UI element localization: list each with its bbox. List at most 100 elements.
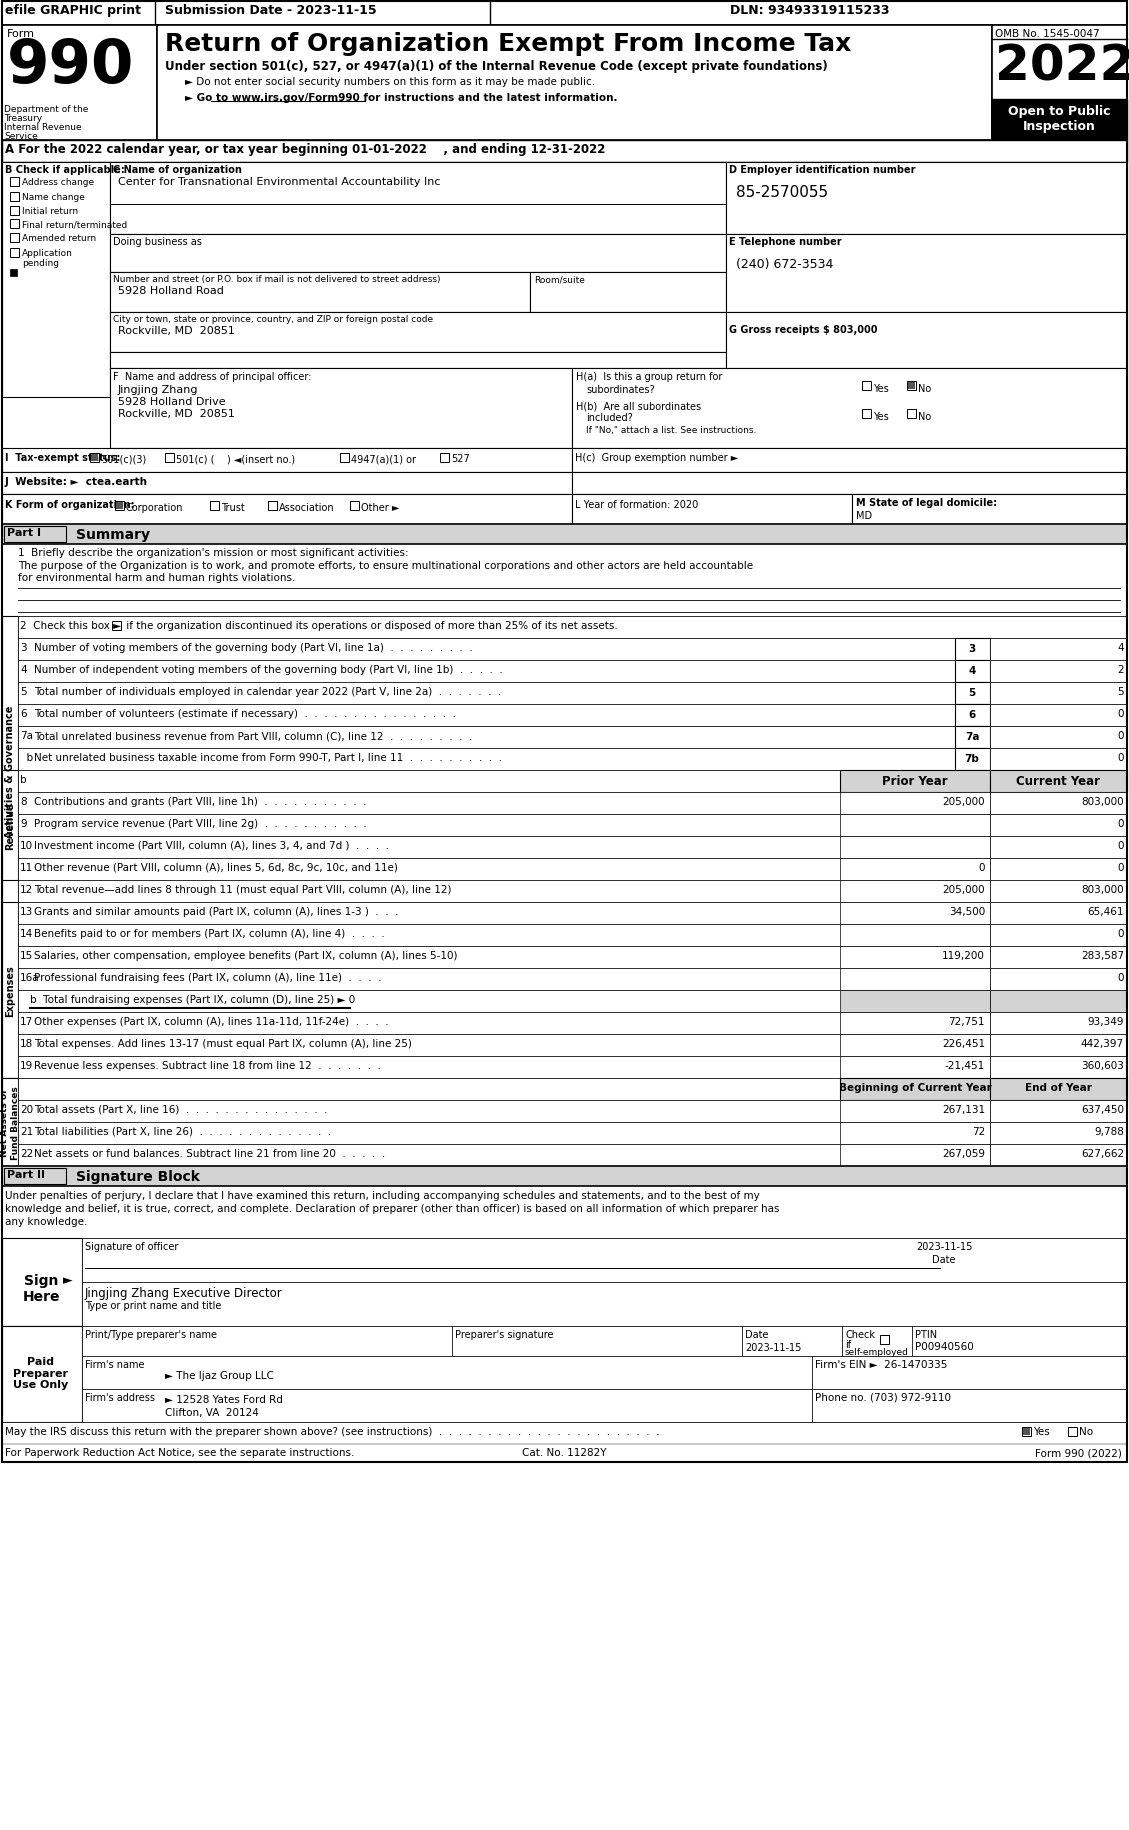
Bar: [955, 639, 990, 661]
Bar: [840, 968, 990, 990]
Bar: [18, 705, 955, 727]
Text: -21,451: -21,451: [945, 1060, 984, 1071]
Text: Association: Association: [279, 503, 334, 512]
Bar: [82, 1327, 452, 1356]
Text: Clifton, VA  20124: Clifton, VA 20124: [165, 1407, 259, 1416]
Text: PTIN: PTIN: [914, 1329, 937, 1340]
Text: Firm's name: Firm's name: [85, 1360, 145, 1369]
Text: Total unrelated business revenue from Part VIII, column (C), line 12  .  .  .  .: Total unrelated business revenue from Pa…: [34, 730, 472, 741]
Text: included?: included?: [586, 414, 632, 423]
Text: Grants and similar amounts paid (Part IX, column (A), lines 1-3 )  .  .  .: Grants and similar amounts paid (Part IX…: [34, 906, 399, 917]
Text: 15: 15: [20, 950, 33, 961]
Bar: [812, 1389, 1127, 1422]
Bar: [572, 494, 852, 525]
Text: Cat. No. 11282Y: Cat. No. 11282Y: [522, 1448, 606, 1457]
Bar: [840, 1144, 990, 1166]
Text: Yes: Yes: [873, 384, 889, 393]
Text: 72,751: 72,751: [948, 1016, 984, 1027]
Bar: [110, 370, 572, 448]
Text: 0: 0: [1118, 972, 1124, 983]
Bar: [2, 1239, 82, 1327]
Text: Firm's address: Firm's address: [85, 1393, 155, 1402]
Text: Total number of individuals employed in calendar year 2022 (Part V, line 2a)  . : Total number of individuals employed in …: [34, 686, 501, 697]
Text: Type or print name and title: Type or print name and title: [85, 1301, 221, 1310]
Bar: [726, 163, 1127, 234]
Bar: [18, 770, 990, 792]
Text: 7a: 7a: [965, 732, 979, 741]
Bar: [18, 1012, 990, 1034]
Text: Activities & Governance: Activities & Governance: [5, 705, 15, 838]
Bar: [990, 814, 1127, 836]
Bar: [82, 1239, 1127, 1283]
Text: Open to Public: Open to Public: [1008, 104, 1110, 117]
Bar: [1068, 1427, 1077, 1437]
Bar: [912, 1327, 1127, 1356]
Text: DLN: 93493319115233: DLN: 93493319115233: [730, 4, 890, 16]
Bar: [18, 661, 955, 683]
Text: B Check if applicable:: B Check if applicable:: [5, 165, 124, 176]
Bar: [18, 858, 990, 880]
Text: Amended return: Amended return: [21, 234, 96, 243]
Bar: [18, 1144, 990, 1166]
Bar: [110, 273, 530, 313]
Text: knowledge and belief, it is true, correct, and complete. Declaration of preparer: knowledge and belief, it is true, correc…: [5, 1204, 779, 1213]
Text: A For the 2022 calendar year, or tax year beginning 01-01-2022    , and ending 1: A For the 2022 calendar year, or tax yea…: [5, 143, 605, 156]
Text: The purpose of the Organization is to work, and promote efforts, to ensure multi: The purpose of the Organization is to wo…: [18, 560, 753, 571]
Text: 72: 72: [972, 1127, 984, 1136]
Text: No: No: [918, 412, 931, 421]
Bar: [840, 880, 990, 902]
Bar: [955, 727, 990, 748]
Bar: [840, 1012, 990, 1034]
Text: ►: ►: [63, 1274, 72, 1286]
Bar: [18, 1034, 990, 1056]
Bar: [157, 26, 992, 141]
Bar: [572, 448, 1127, 472]
Bar: [18, 727, 955, 748]
Text: Net Assets or
Fund Balances: Net Assets or Fund Balances: [0, 1085, 19, 1158]
Text: 0: 0: [1118, 708, 1124, 719]
Bar: [18, 1056, 990, 1078]
Bar: [990, 639, 1127, 661]
Text: Name change: Name change: [21, 192, 85, 201]
Text: No: No: [918, 384, 931, 393]
Text: Room/suite: Room/suite: [534, 274, 585, 284]
Text: Number and street (or P.O. box if mail is not delivered to street address): Number and street (or P.O. box if mail i…: [113, 274, 440, 284]
Text: I  Tax-exempt status:: I Tax-exempt status:: [5, 452, 121, 463]
Text: Signature of officer: Signature of officer: [85, 1241, 178, 1252]
Text: Part I: Part I: [7, 527, 41, 538]
Text: H(a)  Is this a group return for: H(a) Is this a group return for: [576, 371, 723, 382]
Text: Other expenses (Part IX, column (A), lines 11a-11d, 11f-24e)  .  .  .  .: Other expenses (Part IX, column (A), lin…: [34, 1016, 388, 1027]
Bar: [1022, 1427, 1031, 1437]
Text: Print/Type preparer's name: Print/Type preparer's name: [85, 1329, 217, 1340]
Bar: [955, 683, 990, 705]
Text: 267,059: 267,059: [942, 1149, 984, 1158]
Text: Other revenue (Part VIII, column (A), lines 5, 6d, 8c, 9c, 10c, and 11e): Other revenue (Part VIII, column (A), li…: [34, 862, 397, 873]
Text: 34,500: 34,500: [948, 906, 984, 917]
Text: 16a: 16a: [20, 972, 40, 983]
Text: 5928 Holland Road: 5928 Holland Road: [119, 285, 224, 296]
Text: for environmental harm and human rights violations.: for environmental harm and human rights …: [18, 573, 296, 582]
Bar: [907, 410, 916, 419]
Bar: [2, 770, 18, 880]
Text: efile GRAPHIC print: efile GRAPHIC print: [5, 4, 141, 16]
Bar: [852, 494, 1127, 525]
Bar: [90, 454, 99, 463]
Text: End of Year: End of Year: [1024, 1082, 1092, 1093]
Text: Sign
Here: Sign Here: [23, 1274, 60, 1303]
Text: 2023-11-15: 2023-11-15: [916, 1241, 972, 1252]
Bar: [990, 1122, 1127, 1144]
Bar: [840, 858, 990, 880]
Text: 990: 990: [7, 37, 134, 95]
Text: Signature Block: Signature Block: [76, 1169, 200, 1184]
Text: 0: 0: [1118, 818, 1124, 829]
Bar: [955, 661, 990, 683]
Text: Total liabilities (Part X, line 26)  .  .  .  .  .  .  .  .  .  .  .  .  .  .: Total liabilities (Part X, line 26) . . …: [34, 1127, 331, 1136]
Text: 226,451: 226,451: [942, 1038, 984, 1049]
Text: 0: 0: [1118, 752, 1124, 763]
Bar: [2, 617, 18, 926]
Text: b: b: [20, 774, 27, 785]
Bar: [990, 661, 1127, 683]
Text: Preparer's signature: Preparer's signature: [455, 1329, 553, 1340]
Text: F  Name and address of principal officer:: F Name and address of principal officer:: [113, 371, 312, 382]
Bar: [812, 1356, 1127, 1389]
